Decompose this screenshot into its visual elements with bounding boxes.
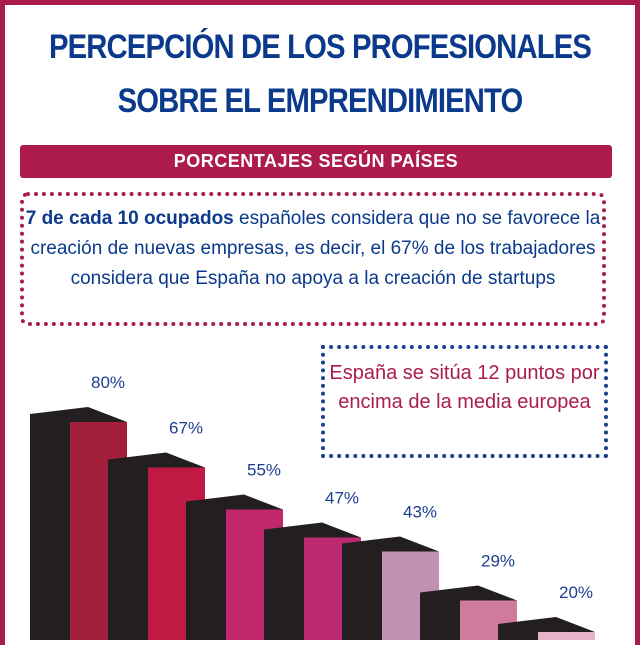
- info-bold: 7 de cada 10 ocupados: [25, 208, 234, 229]
- info-text: españoles considera que no se favorece l…: [30, 208, 601, 289]
- data-label-4: 43%: [403, 503, 437, 522]
- data-label-3: 47%: [325, 489, 359, 508]
- data-label-5: 29%: [481, 552, 515, 571]
- data-label-2: 55%: [247, 461, 281, 480]
- data-label-0: 80%: [91, 373, 125, 392]
- data-label-1: 67%: [169, 419, 203, 438]
- data-label-6: 20%: [559, 583, 593, 602]
- info-box: 7 de cada 10 ocupados españoles consider…: [20, 192, 606, 326]
- section-banner: PORCENTAJES SEGÚN PAÍSES: [20, 145, 612, 178]
- page-title-line2: SOBRE EL EMPRENDIMIENTO: [117, 82, 524, 120]
- page-title-line1: PERCEPCIÓN DE LOS PROFESIONALES: [49, 28, 592, 66]
- bar-6: [538, 632, 595, 640]
- note-box: España se sitúa 12 puntos por encima de …: [321, 345, 608, 458]
